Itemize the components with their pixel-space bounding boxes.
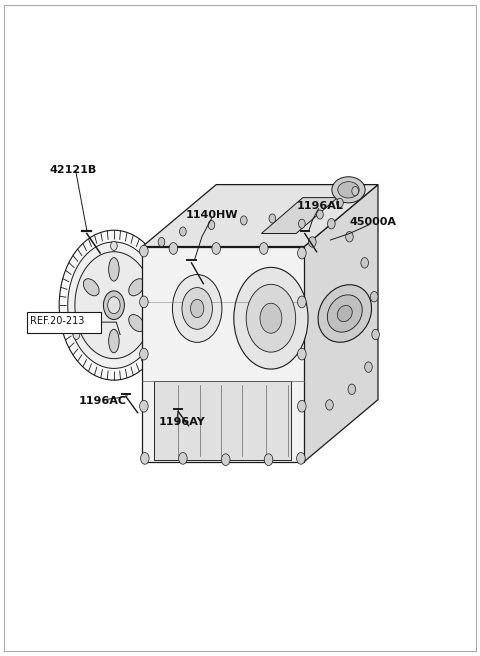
Text: 1196AC: 1196AC [78,396,126,406]
Circle shape [212,243,220,255]
Circle shape [140,400,148,412]
Circle shape [371,291,378,302]
Circle shape [372,329,379,340]
Text: 45000A: 45000A [349,217,396,227]
Circle shape [140,296,148,308]
Ellipse shape [337,306,352,321]
Circle shape [108,297,120,314]
Circle shape [298,247,306,259]
Polygon shape [143,184,378,247]
Circle shape [158,237,165,247]
Circle shape [348,384,356,394]
Circle shape [221,454,230,466]
Circle shape [110,241,117,251]
Polygon shape [262,197,337,234]
Circle shape [103,291,124,319]
FancyBboxPatch shape [27,312,101,333]
Circle shape [148,330,155,339]
Circle shape [234,268,308,369]
Circle shape [325,400,333,410]
Circle shape [180,227,186,236]
Circle shape [141,453,149,464]
Circle shape [298,296,306,308]
Text: 1140HW: 1140HW [185,211,238,220]
Ellipse shape [108,258,119,281]
Ellipse shape [338,182,359,198]
Circle shape [260,303,282,333]
Circle shape [260,243,268,255]
Circle shape [191,299,204,318]
Circle shape [240,216,247,225]
Circle shape [346,232,353,242]
Circle shape [264,454,273,466]
Polygon shape [143,247,304,462]
Circle shape [352,186,359,195]
Circle shape [246,284,296,352]
Circle shape [298,400,306,412]
Circle shape [172,275,222,342]
Circle shape [327,218,335,229]
Circle shape [297,453,305,464]
Circle shape [298,348,306,360]
Circle shape [269,214,276,223]
Circle shape [208,220,215,230]
Circle shape [309,237,316,247]
Ellipse shape [332,176,365,203]
Circle shape [365,362,372,373]
Circle shape [73,330,80,339]
Circle shape [361,258,369,268]
Text: 1196AL: 1196AL [297,201,344,211]
Circle shape [140,245,148,257]
Ellipse shape [84,279,99,296]
Text: 1196AY: 1196AY [159,417,206,427]
Circle shape [75,252,153,359]
Text: REF.20-213: REF.20-213 [30,316,84,326]
Ellipse shape [318,285,372,342]
Ellipse shape [108,329,119,353]
Circle shape [299,219,305,228]
Ellipse shape [327,295,362,332]
Circle shape [59,230,168,380]
Polygon shape [304,184,378,462]
Circle shape [336,198,343,207]
Circle shape [68,242,160,369]
Ellipse shape [129,279,144,296]
Text: 42121B: 42121B [49,165,97,174]
Ellipse shape [129,315,144,332]
Circle shape [182,287,213,329]
Circle shape [317,210,323,219]
Circle shape [140,348,148,360]
Circle shape [179,453,187,464]
Polygon shape [155,381,291,460]
Ellipse shape [84,315,99,332]
Circle shape [169,243,178,255]
